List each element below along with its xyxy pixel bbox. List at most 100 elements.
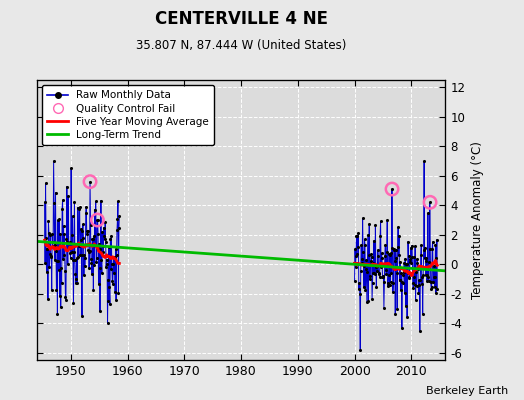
Point xyxy=(389,289,397,295)
Point xyxy=(42,235,50,241)
Point xyxy=(421,245,429,252)
Point xyxy=(366,272,374,279)
Point xyxy=(68,249,77,255)
Point xyxy=(383,217,391,224)
Point xyxy=(367,254,376,260)
Text: 35.807 N, 87.444 W (United States): 35.807 N, 87.444 W (United States) xyxy=(136,39,346,52)
Point xyxy=(360,284,368,291)
Point xyxy=(401,256,409,262)
Point xyxy=(97,197,105,204)
Point xyxy=(99,243,107,249)
Point xyxy=(378,254,386,261)
Point xyxy=(111,254,119,260)
Point xyxy=(388,186,396,192)
Point xyxy=(84,248,93,255)
Point xyxy=(409,285,418,291)
Point xyxy=(361,286,369,293)
Point xyxy=(357,242,365,249)
Point xyxy=(370,237,378,244)
Point xyxy=(88,270,96,277)
Point xyxy=(87,256,95,262)
Point xyxy=(411,296,420,303)
Point xyxy=(56,231,64,238)
Point xyxy=(394,224,402,230)
Point xyxy=(77,237,85,243)
Point xyxy=(395,277,403,284)
Point xyxy=(59,256,67,262)
Point xyxy=(395,252,403,258)
Point xyxy=(373,268,381,274)
Point xyxy=(368,296,376,302)
Point xyxy=(58,197,67,203)
Point xyxy=(61,267,69,274)
Point xyxy=(52,287,61,293)
Point xyxy=(62,236,71,242)
Point xyxy=(364,232,372,238)
Point xyxy=(54,258,62,264)
Point xyxy=(407,259,416,266)
Point xyxy=(384,280,392,286)
Point xyxy=(366,258,375,264)
Point xyxy=(49,158,58,164)
Point xyxy=(74,254,82,260)
Point xyxy=(99,248,107,255)
Point xyxy=(80,252,89,258)
Point xyxy=(90,233,98,239)
Point xyxy=(422,272,430,278)
Point xyxy=(353,233,362,239)
Point xyxy=(41,259,49,266)
Point xyxy=(380,305,388,312)
Point xyxy=(428,284,436,290)
Point xyxy=(111,289,119,296)
Point xyxy=(75,206,83,212)
Point xyxy=(376,274,384,281)
Point xyxy=(397,270,406,276)
Point xyxy=(51,257,59,264)
Point xyxy=(430,263,438,270)
Point xyxy=(414,282,423,288)
Legend: Raw Monthly Data, Quality Control Fail, Five Year Moving Average, Long-Term Tren: Raw Monthly Data, Quality Control Fail, … xyxy=(42,85,214,145)
Point xyxy=(41,180,50,186)
Point xyxy=(364,298,373,304)
Point xyxy=(69,300,78,306)
Point xyxy=(48,287,56,293)
Point xyxy=(84,247,92,253)
Point xyxy=(54,267,63,274)
Point xyxy=(410,282,419,288)
Point xyxy=(388,244,397,251)
Point xyxy=(385,250,394,257)
Point xyxy=(371,222,379,228)
Point xyxy=(390,246,398,252)
Point xyxy=(372,264,380,271)
Point xyxy=(47,253,56,260)
Point xyxy=(74,243,83,250)
Point xyxy=(404,238,412,245)
Point xyxy=(112,252,121,258)
Point xyxy=(64,193,72,199)
Point xyxy=(107,232,115,239)
Point xyxy=(92,259,101,266)
Point xyxy=(415,277,423,284)
Point xyxy=(52,248,60,254)
Point xyxy=(402,261,410,268)
Point xyxy=(424,210,432,216)
Point xyxy=(352,252,360,259)
Point xyxy=(65,244,73,250)
Point xyxy=(60,230,69,237)
Point xyxy=(110,254,118,260)
Point xyxy=(43,296,52,302)
Point xyxy=(429,279,438,286)
Point xyxy=(45,264,53,270)
Point xyxy=(400,290,409,296)
Point xyxy=(94,281,103,287)
Point xyxy=(89,235,97,242)
Point xyxy=(383,248,391,255)
Point xyxy=(70,249,78,256)
Point xyxy=(427,286,435,292)
Point xyxy=(355,286,363,292)
Point xyxy=(79,235,88,241)
Point xyxy=(419,271,428,278)
Point xyxy=(102,264,111,270)
Point xyxy=(108,278,116,284)
Point xyxy=(380,279,389,286)
